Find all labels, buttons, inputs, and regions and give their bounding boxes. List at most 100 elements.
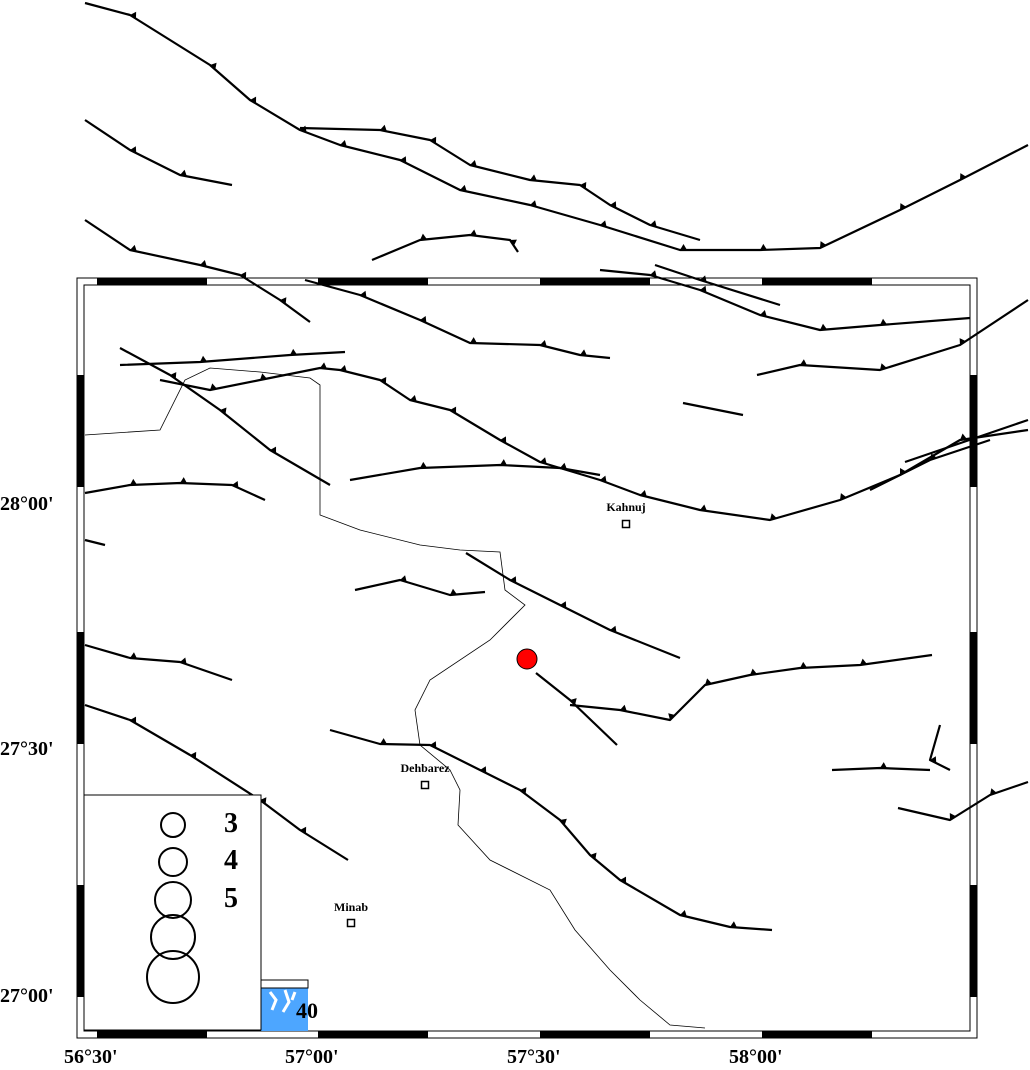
thrust-tooth	[210, 62, 217, 70]
inset-land	[268, 989, 297, 1013]
fault-line	[569, 653, 933, 722]
city-label-dehbarez: Dehbarez	[400, 761, 450, 775]
thrust-tooth	[210, 383, 217, 390]
inset-bar	[260, 979, 309, 989]
thrust-tooth	[220, 407, 227, 415]
thrust-tooth	[600, 475, 607, 483]
fault-line	[84, 643, 233, 682]
thrust-tooth	[420, 316, 427, 323]
fault-line	[119, 350, 346, 367]
thrust-tooth	[800, 661, 807, 668]
thrust-tooth	[290, 348, 297, 355]
thrust-tooth	[480, 766, 487, 774]
frame-segment	[762, 278, 872, 285]
thrust-tooth	[530, 174, 537, 181]
thrust-tooth	[570, 698, 577, 705]
lat-tick-label: 28°00'	[0, 493, 54, 515]
thrust-tooth	[760, 243, 767, 250]
thrust-tooth	[560, 462, 567, 470]
thrust-tooth	[130, 244, 137, 252]
city-marker	[420, 780, 430, 790]
thrust-tooth	[130, 478, 137, 485]
legend-magnitude-circle	[158, 847, 188, 877]
thrust-tooth	[650, 220, 657, 228]
thrust-tooth	[949, 813, 956, 820]
thrust-tooth	[270, 446, 277, 454]
legend-box	[83, 794, 262, 1031]
thrust-tooth	[880, 762, 887, 769]
lon-tick-label: 58°00'	[729, 1046, 783, 1068]
thrust-tooth	[510, 576, 517, 584]
thrust-tooth	[400, 575, 407, 583]
fault-line	[897, 780, 1029, 822]
thrust-tooth	[470, 337, 477, 344]
thrust-tooth	[680, 244, 687, 250]
legend-magnitude-circle	[150, 914, 196, 960]
fault-line	[304, 278, 611, 360]
thrust-tooth	[540, 457, 547, 465]
thrust-tooth	[380, 376, 387, 384]
thrust-tooth	[500, 459, 507, 466]
thrust-tooth	[232, 480, 239, 488]
legend-magnitude-circle	[146, 950, 200, 1004]
lat-tick-label: 27°30'	[0, 738, 54, 760]
fault-line	[299, 126, 701, 242]
thrust-tooth	[959, 338, 966, 345]
thrust-tooth	[700, 504, 707, 511]
frame-segment	[77, 375, 84, 487]
thrust-tooth	[540, 340, 547, 347]
frame-segment	[77, 632, 84, 744]
thrust-tooth	[560, 818, 567, 826]
fault-line	[329, 728, 773, 932]
city-marker	[346, 918, 356, 928]
thrust-tooth	[650, 270, 657, 278]
thrust-tooth	[668, 713, 675, 720]
frame-segment	[97, 1031, 207, 1038]
fault-line	[682, 401, 744, 417]
frame-segment	[762, 1031, 872, 1038]
legend-mag-label: 3	[224, 808, 238, 839]
inset-label: 40	[296, 998, 318, 1023]
thrust-tooth	[930, 756, 937, 764]
frame-segment	[970, 375, 977, 487]
thrust-tooth	[250, 96, 257, 104]
city-label-minab: Minab	[333, 900, 369, 914]
thrust-tooth	[590, 852, 597, 860]
thrust-tooth	[430, 136, 437, 144]
thrust-tooth	[280, 297, 287, 305]
thrust-tooth	[800, 359, 807, 366]
thrust-tooth	[260, 373, 267, 380]
thrust-tooth	[990, 788, 997, 795]
thrust-tooth	[130, 716, 137, 724]
thrust-tooth	[260, 797, 267, 805]
legend-magnitude-circle	[154, 881, 192, 919]
thrust-tooth	[840, 493, 847, 500]
lon-tick-label: 57°00'	[285, 1046, 339, 1068]
frame-segment	[540, 1031, 650, 1038]
thrust-tooth	[700, 275, 707, 283]
thrust-tooth	[580, 181, 587, 189]
thrust-tooth	[340, 140, 347, 147]
frame-segment	[77, 885, 84, 997]
thrust-tooth	[180, 169, 187, 177]
fault-line	[159, 366, 1029, 522]
thrust-tooth	[930, 453, 937, 460]
thrust-tooth	[580, 349, 587, 356]
thrust-tooth	[680, 909, 687, 917]
thrust-tooth	[180, 477, 187, 484]
thrust-tooth	[410, 395, 417, 402]
thrust-tooth	[705, 678, 712, 685]
thrust-tooth	[460, 184, 467, 192]
lon-tick-label: 57°30'	[507, 1046, 561, 1068]
thrust-tooth	[430, 741, 437, 749]
fault-line	[84, 1, 1029, 252]
frame-segment	[318, 278, 428, 285]
thrust-tooth	[730, 921, 737, 928]
thrust-tooth	[900, 203, 907, 210]
thrust-tooth	[130, 652, 137, 659]
fault-line	[904, 418, 1029, 464]
thrust-tooth	[450, 406, 457, 414]
fault-line	[84, 538, 106, 547]
